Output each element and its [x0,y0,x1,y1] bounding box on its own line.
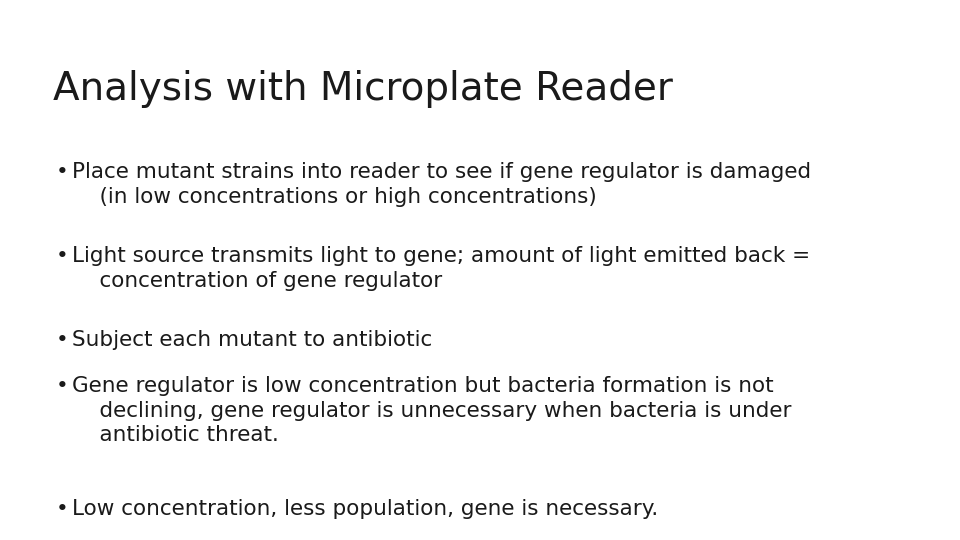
Text: Low concentration, less population, gene is necessary.: Low concentration, less population, gene… [72,499,659,519]
Text: Light source transmits light to gene; amount of light emitted back =
    concent: Light source transmits light to gene; am… [72,246,810,291]
Text: Analysis with Microplate Reader: Analysis with Microplate Reader [53,70,673,108]
Text: •: • [56,246,68,266]
Text: •: • [56,162,68,182]
Text: •: • [56,376,68,396]
Text: Gene regulator is low concentration but bacteria formation is not
    declining,: Gene regulator is low concentration but … [72,376,791,446]
Text: Subject each mutant to antibiotic: Subject each mutant to antibiotic [72,330,432,350]
Text: •: • [56,330,68,350]
Text: Place mutant strains into reader to see if gene regulator is damaged
    (in low: Place mutant strains into reader to see … [72,162,811,207]
Text: •: • [56,499,68,519]
